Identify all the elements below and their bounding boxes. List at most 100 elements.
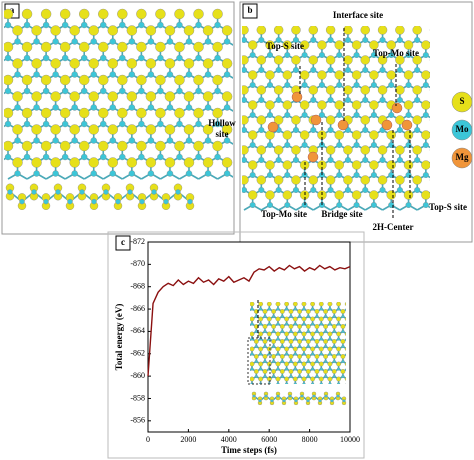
atom (440, 112, 446, 118)
atom (315, 314, 319, 319)
atom (33, 38, 40, 45)
atom (155, 140, 166, 152)
atom (250, 346, 255, 352)
atom (242, 85, 249, 95)
atom (341, 329, 345, 334)
atom (242, 175, 249, 185)
bond (285, 383, 287, 384)
atom (117, 8, 128, 20)
bond (443, 145, 452, 150)
atom (164, 58, 176, 69)
atom (439, 191, 448, 200)
atom (81, 87, 88, 95)
atom (256, 145, 267, 155)
atom (155, 41, 166, 53)
atom (318, 52, 325, 59)
atom (340, 369, 346, 374)
side-chain (251, 391, 347, 406)
atom (327, 346, 333, 352)
atom (353, 52, 360, 59)
mg-atom (291, 91, 303, 103)
atom (223, 170, 231, 177)
annotation: Bridge site (321, 209, 362, 219)
atom (212, 8, 223, 20)
structures (4, 8, 452, 406)
atom (315, 344, 319, 349)
atom (275, 376, 281, 382)
atom (176, 87, 183, 95)
atom (318, 399, 322, 403)
atom (328, 367, 332, 371)
atom (52, 104, 59, 111)
atom (69, 25, 80, 36)
atom (23, 153, 31, 161)
atom (284, 361, 290, 367)
atom (253, 324, 259, 329)
atom (305, 339, 311, 344)
atom (386, 130, 396, 140)
bond (443, 115, 452, 120)
atom (50, 58, 61, 69)
x-tick-label: 10000 (340, 435, 360, 444)
atom (202, 58, 214, 69)
atom (327, 316, 333, 322)
atom (306, 329, 310, 334)
atom (100, 153, 107, 161)
atom (242, 187, 247, 193)
atom (412, 145, 422, 155)
atom (61, 54, 69, 62)
atom (336, 141, 343, 148)
atom (325, 55, 336, 65)
atom (429, 28, 430, 32)
annotation: Top-S site (429, 202, 467, 212)
atom (266, 201, 273, 208)
atom (79, 140, 90, 152)
legend-label: Mg (456, 152, 469, 162)
atom (249, 141, 256, 148)
atom (337, 322, 341, 326)
bond (347, 317, 351, 320)
atom (174, 41, 185, 53)
atom (336, 171, 343, 178)
atom (42, 87, 50, 95)
annotation: Hollow (208, 118, 236, 128)
atom (204, 104, 212, 111)
mg-atom (267, 121, 279, 133)
atom (330, 399, 334, 403)
atom (79, 41, 90, 53)
atom (395, 85, 405, 95)
side-chain (5, 183, 195, 211)
atom (344, 96, 351, 103)
bond (338, 383, 341, 384)
atom (289, 329, 293, 334)
atom (214, 87, 221, 95)
atom (369, 100, 379, 110)
atom (282, 160, 293, 170)
atom (334, 160, 344, 170)
atom (412, 26, 422, 35)
atom (414, 156, 421, 163)
atom (258, 156, 265, 163)
atom (282, 40, 293, 50)
atom (249, 52, 256, 59)
atom (88, 157, 99, 168)
atom (284, 111, 291, 118)
atom (395, 145, 405, 155)
bond (352, 317, 356, 320)
atom (183, 157, 195, 168)
atom (306, 359, 310, 364)
mg-atom (307, 151, 319, 163)
atom (147, 137, 155, 144)
atom (370, 201, 377, 208)
atom (302, 367, 306, 371)
atom (214, 153, 221, 161)
atom (351, 190, 362, 200)
atom (266, 302, 272, 307)
atom (109, 104, 116, 111)
bond (435, 175, 444, 180)
atom (395, 55, 405, 65)
atom (119, 21, 126, 29)
atom (284, 171, 291, 178)
panel-label-box (115, 235, 131, 251)
atom (202, 25, 214, 36)
